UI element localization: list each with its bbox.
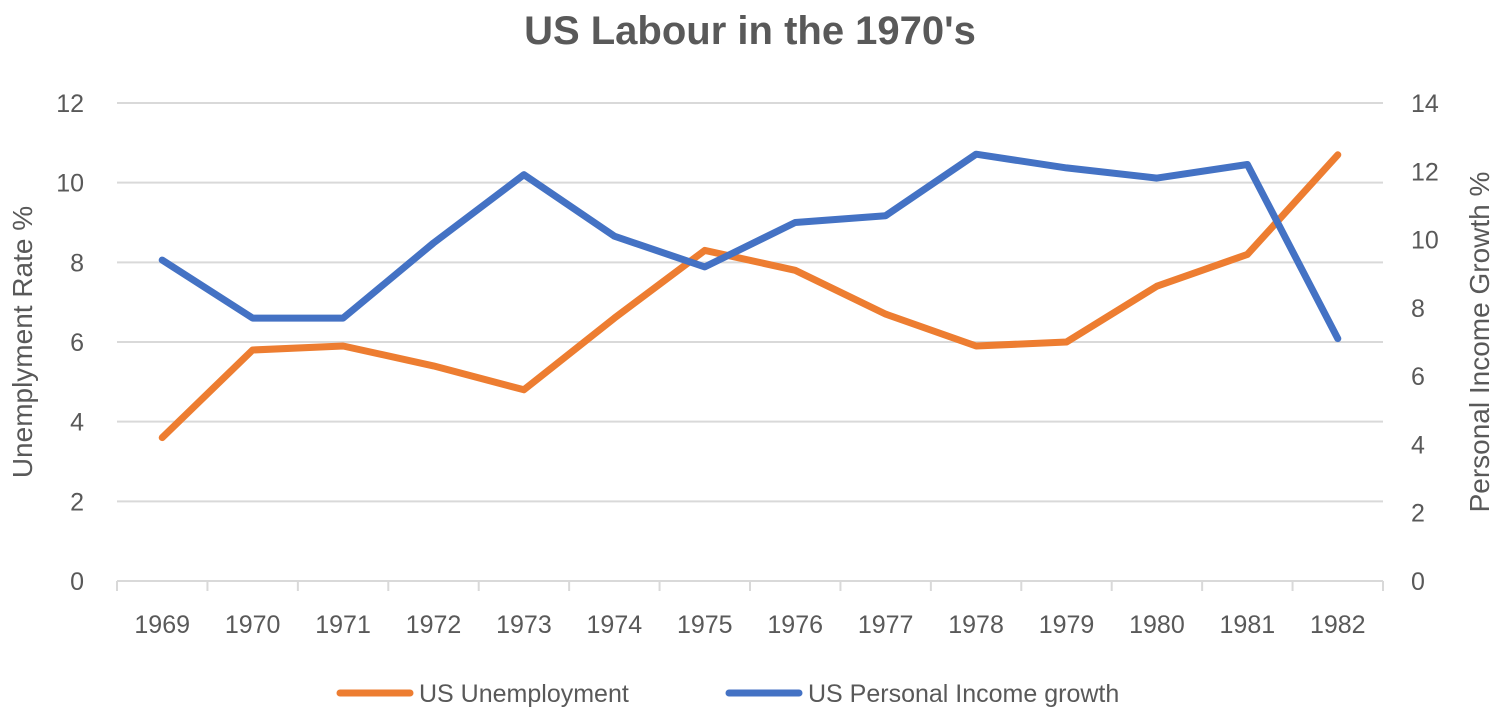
left-tick-label: 4 <box>70 409 84 437</box>
series-lines <box>158 150 1342 442</box>
right-axis-title: Personal Income Growth % <box>1464 172 1495 513</box>
right-tick-label: 10 <box>1411 227 1439 255</box>
right-tick-label: 12 <box>1411 158 1439 186</box>
legend: US Unemployment US Personal Income growth <box>336 680 1119 708</box>
x-tick-label-1977: 1977 <box>858 611 914 639</box>
right-tick-label: 6 <box>1411 363 1425 391</box>
gridlines <box>117 102 1383 503</box>
legend-item: US Personal Income growth <box>725 680 1119 708</box>
x-tick-label-1981: 1981 <box>1220 611 1276 639</box>
legend-label: US Unemployment <box>419 680 629 708</box>
x-tick-label-1979: 1979 <box>1039 611 1095 639</box>
x-tick-label-1982: 1982 <box>1310 611 1366 639</box>
right-tick-label: 4 <box>1411 431 1425 459</box>
right-tick-label: 8 <box>1411 295 1425 323</box>
x-tick-label-1976: 1976 <box>767 611 823 639</box>
x-tick-label-1980: 1980 <box>1129 611 1185 639</box>
left-tick-label: 10 <box>56 170 84 198</box>
right-tick-label: 14 <box>1411 90 1439 118</box>
right-tick-label: 2 <box>1411 500 1425 528</box>
left-tick-label: 6 <box>70 329 84 357</box>
left-tick-label: 2 <box>70 488 84 516</box>
x-tick-label-1971: 1971 <box>315 611 371 639</box>
x-tick-label-1972: 1972 <box>406 611 462 639</box>
legend-item: US Unemployment <box>336 680 629 708</box>
right-tick-label: 0 <box>1411 568 1425 596</box>
x-tick-label-1978: 1978 <box>948 611 1004 639</box>
series-line-us-personal-income-growth <box>158 150 1342 343</box>
x-tick-label-1969: 1969 <box>134 611 190 639</box>
x-tick-label-1973: 1973 <box>496 611 552 639</box>
legend-label: US Personal Income growth <box>808 680 1119 708</box>
x-tick-label-1974: 1974 <box>587 611 643 639</box>
chart-title: US Labour in the 1970's <box>524 9 976 53</box>
x-tick-label-1970: 1970 <box>225 611 281 639</box>
left-tick-label: 0 <box>70 568 84 596</box>
left-tick-label: 8 <box>70 249 84 277</box>
series-line-us-unemployment <box>158 151 1342 442</box>
left-tick-label: 12 <box>56 90 84 118</box>
x-tick-label-1975: 1975 <box>677 611 733 639</box>
axes: 0 2 4 6 8 10 12 0 2 4 6 8 10 12 14 1969 1970 1971 1972 1973… <box>56 90 1439 639</box>
left-axis-title: Unemplyment Rate % <box>7 206 38 478</box>
